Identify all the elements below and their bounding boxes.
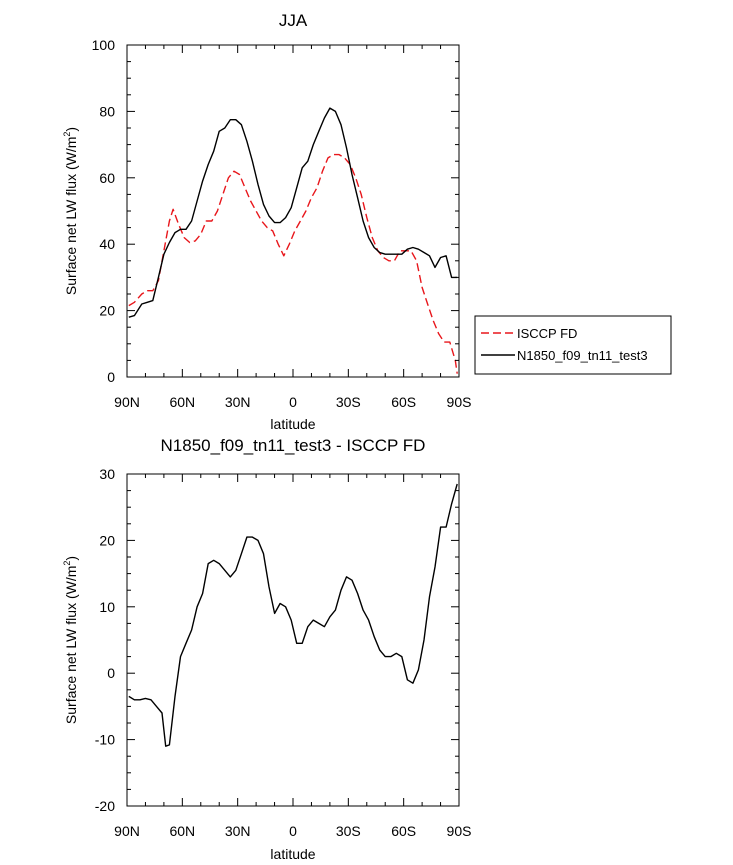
top-series-line-n1850-f09-tn11-test3 [128, 107, 458, 318]
bottom-x-tick-label: 90S [447, 823, 472, 839]
bottom-chart-y-axis-label: Surface net LW flux (W/m2) [62, 556, 79, 724]
top-chart-series-group [128, 107, 458, 374]
top-y-tick-label: 40 [99, 236, 115, 252]
bottom-chart-x-axis-label: latitude [270, 846, 315, 862]
top-y-tick-label: 60 [99, 170, 115, 186]
bottom-y-tick-label: 20 [99, 532, 115, 548]
top-chart-y-axis-label: Surface net LW flux (W/m2) [62, 127, 79, 295]
top-chart-y-axis-label-text: Surface net LW flux (W/m [63, 137, 79, 295]
top-chart-title: JJA [279, 11, 308, 30]
bottom-y-tick-label: 30 [99, 466, 115, 482]
bottom-chart-ticks [126, 473, 460, 807]
top-series-line-isccp-fd [128, 153, 458, 374]
top-chart-x-tick-labels: 90N 60N 30N 0 30S 60S 90S [114, 394, 471, 410]
top-chart-panel: JJA 90N 60N 30N 0 30S 60S 90S 0 20 40 60 80 100 lat… [62, 11, 672, 432]
bottom-y-tick-label: -10 [95, 732, 115, 748]
bottom-x-tick-label: 60N [169, 823, 195, 839]
bottom-y-tick-label: -20 [95, 798, 115, 814]
bottom-chart-panel: N1850_f09_tn11_test3 - ISCCP FD 90N 60N 30… [62, 436, 471, 862]
bottom-chart-y-tick-labels: -20 -10 0 10 20 30 [95, 466, 115, 814]
legend-label-model: N1850_f09_tn11_test3 [517, 348, 648, 363]
top-x-tick-label: 90N [114, 394, 140, 410]
top-x-tick-label: 30S [336, 394, 361, 410]
bottom-chart-title: N1850_f09_tn11_test3 - ISCCP FD [161, 436, 426, 455]
bottom-chart-frame [126, 473, 460, 807]
top-y-tick-label: 100 [92, 37, 116, 53]
top-x-tick-label: 60N [169, 394, 195, 410]
top-x-tick-label: 90S [447, 394, 472, 410]
top-x-tick-label: 60S [391, 394, 416, 410]
bottom-chart-y-axis-label-close: ) [63, 556, 79, 561]
bottom-x-tick-label: 90N [114, 823, 140, 839]
top-chart-y-axis-label-close: ) [63, 127, 79, 132]
top-x-tick-label: 0 [289, 394, 297, 410]
legend-box [474, 315, 672, 375]
top-chart-y-tick-labels: 0 20 40 60 80 100 [92, 37, 116, 385]
top-x-tick-label: 30N [225, 394, 251, 410]
bottom-y-tick-label: 10 [99, 599, 115, 615]
bottom-chart-x-tick-labels: 90N 60N 30N 0 30S 60S 90S [114, 823, 471, 839]
bottom-series-line-0 [128, 483, 458, 747]
top-y-tick-label: 80 [99, 103, 115, 119]
top-chart-x-axis-label: latitude [270, 416, 315, 432]
bottom-x-tick-label: 30N [225, 823, 251, 839]
bottom-x-tick-label: 0 [289, 823, 297, 839]
top-chart-frame [126, 44, 460, 378]
bottom-y-tick-label: 0 [107, 665, 115, 681]
top-chart-ticks [126, 44, 460, 378]
bottom-chart-y-axis-label-superscript: 2 [62, 561, 72, 566]
top-y-tick-label: 20 [99, 303, 115, 319]
bottom-chart-y-axis-label-text: Surface net LW flux (W/m [63, 566, 79, 724]
legend-label-isccp-fd: ISCCP FD [517, 326, 577, 341]
bottom-chart-series-group [128, 483, 458, 747]
top-y-tick-label: 0 [107, 369, 115, 385]
bottom-x-tick-label: 30S [336, 823, 361, 839]
top-chart-y-axis-label-superscript: 2 [62, 132, 72, 137]
legend: ISCCP FD N1850_f09_tn11_test3 [474, 315, 672, 375]
bottom-x-tick-label: 60S [391, 823, 416, 839]
